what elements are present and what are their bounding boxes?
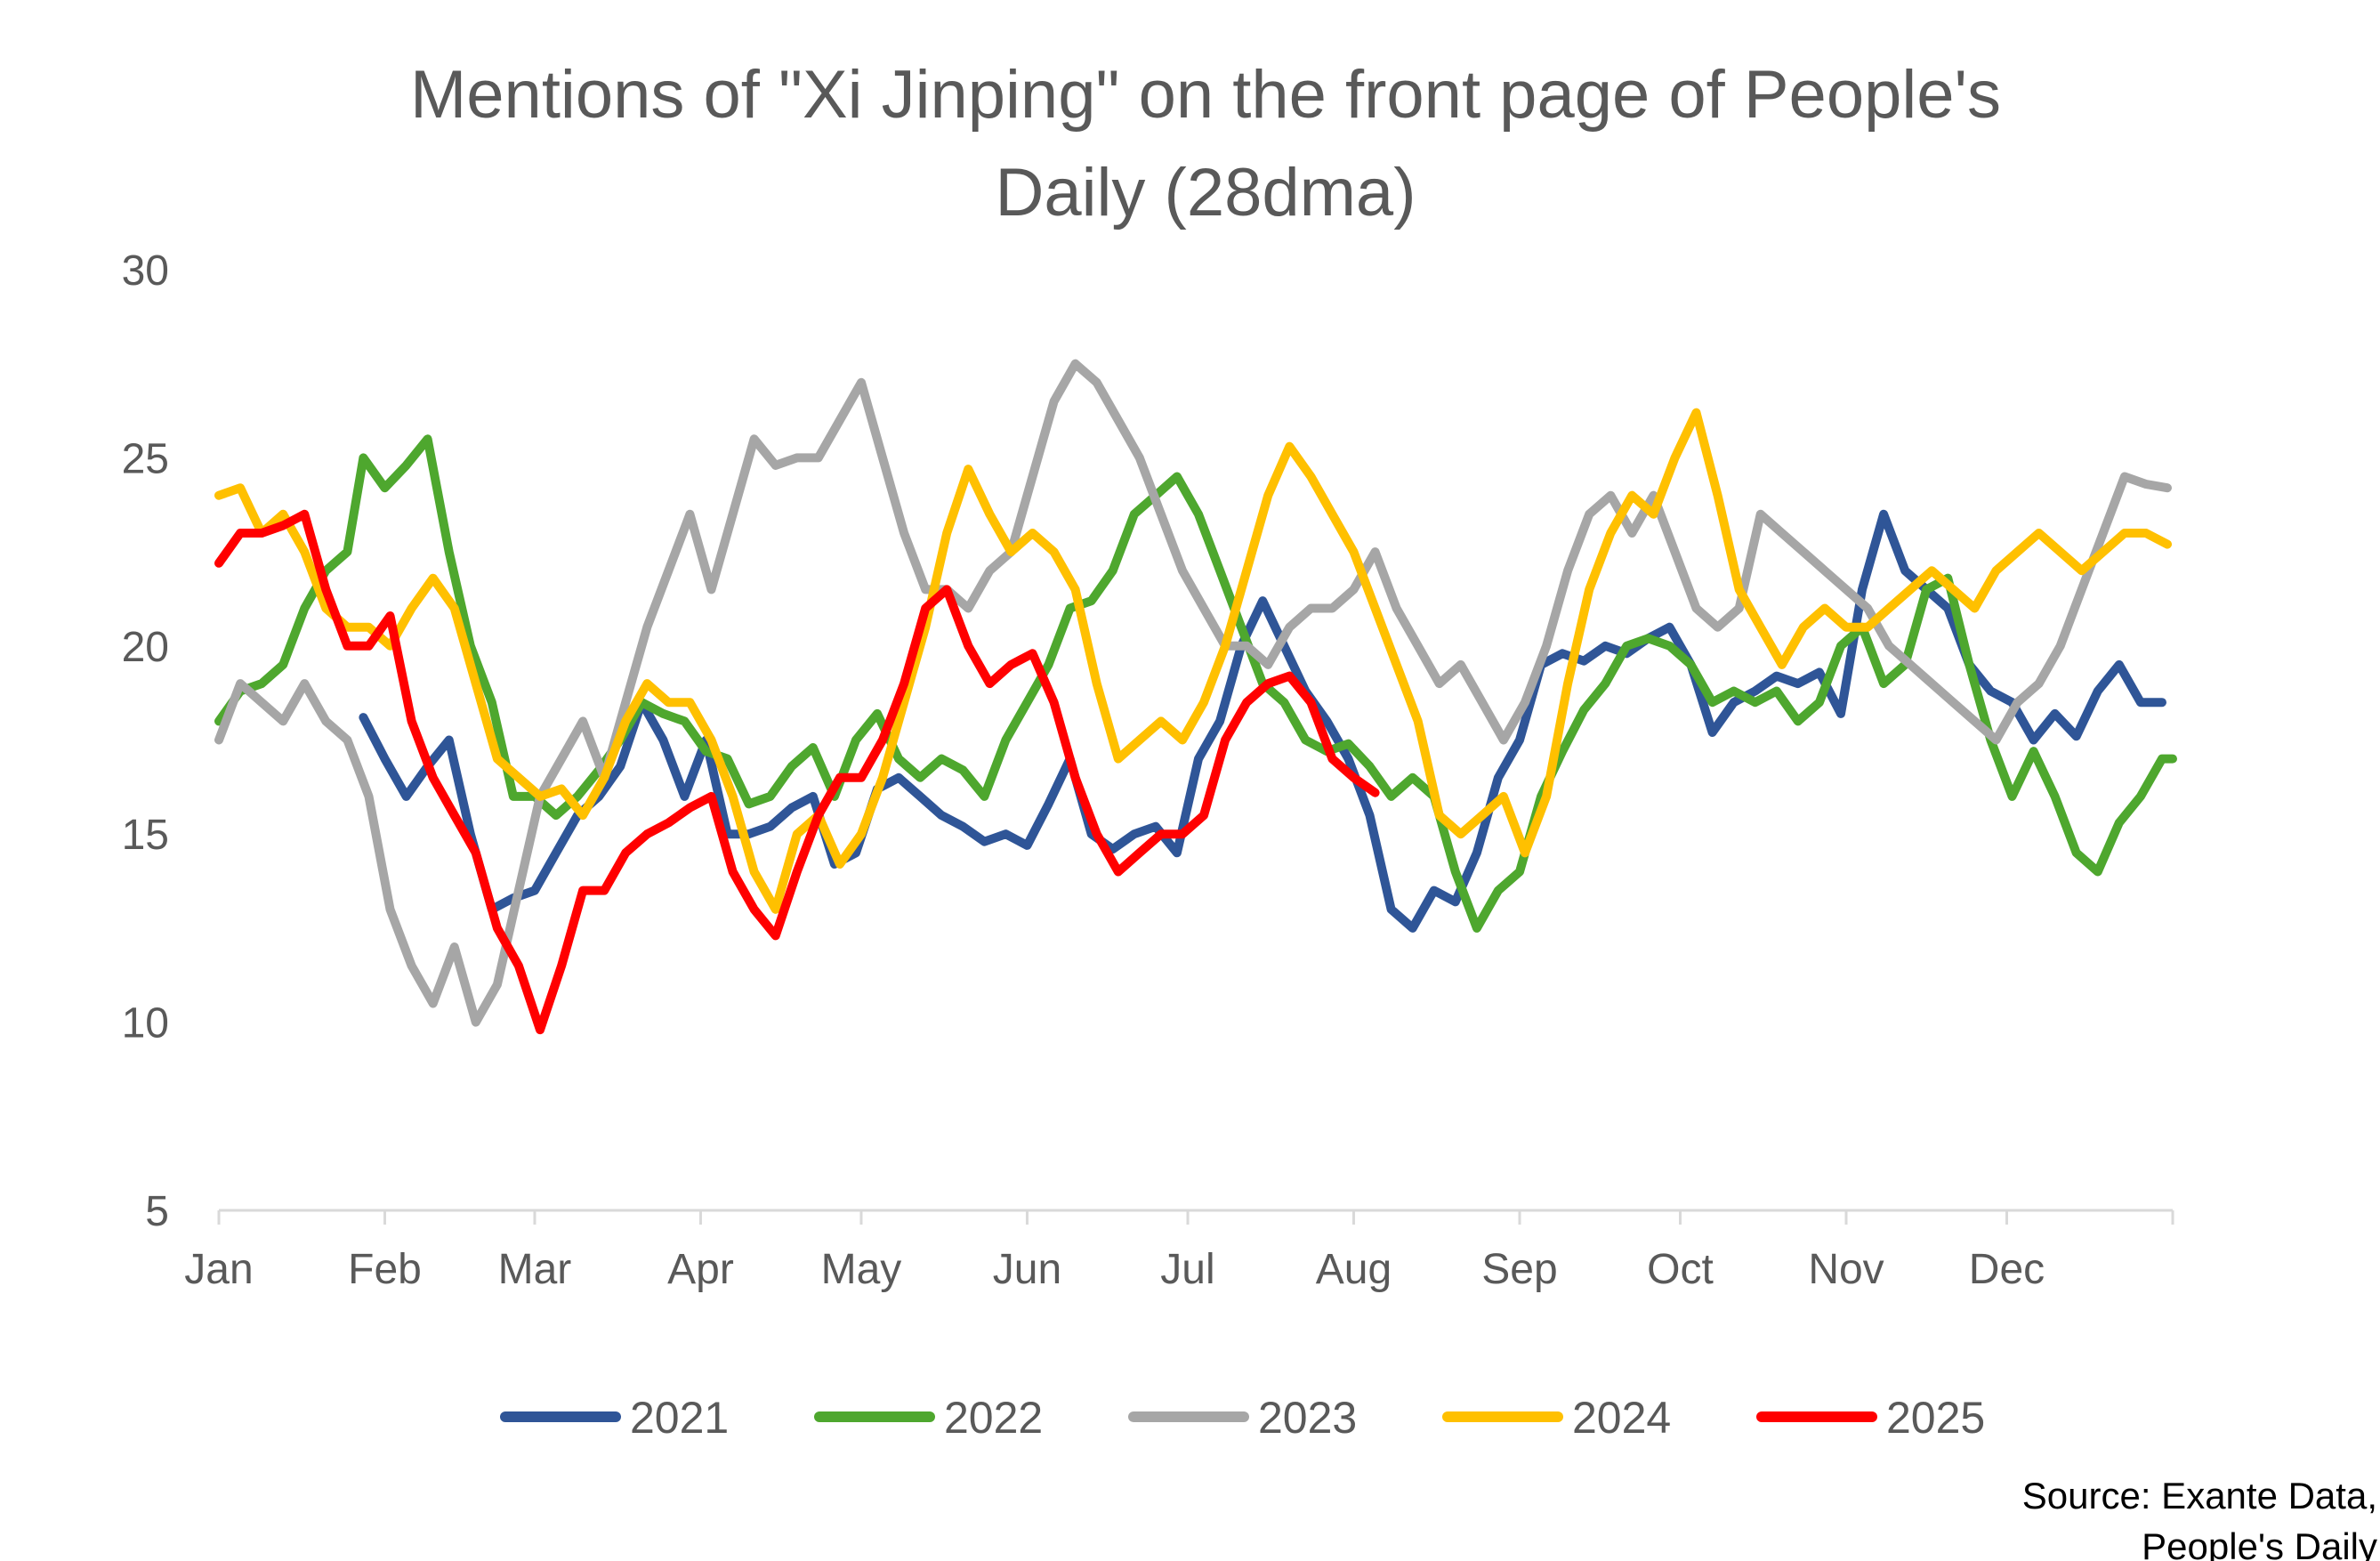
legend-label-2023: 2023 — [1258, 1393, 1357, 1443]
series-line-2023 — [214, 359, 2172, 1027]
x-tick-label: Aug — [1316, 1246, 1392, 1293]
y-tick-label: 15 — [122, 812, 169, 859]
x-tick-label: Jun — [993, 1246, 1061, 1293]
x-tick-label: Apr — [667, 1246, 734, 1293]
chart-title-line1: Mentions of "Xi Jinping" on the front pa… — [410, 57, 2001, 133]
legend-label-2021: 2021 — [630, 1393, 729, 1443]
x-tick-label: Dec — [1969, 1246, 2045, 1293]
series-line-2021 — [359, 509, 2166, 933]
x-tick-label: Jan — [184, 1246, 253, 1293]
legend-label-2022: 2022 — [944, 1393, 1043, 1443]
y-tick-label: 5 — [145, 1188, 169, 1235]
plot-area — [214, 359, 2177, 1035]
y-tick-label: 20 — [122, 624, 169, 671]
source-line1: Source: Exante Data, — [2022, 1475, 2377, 1517]
legend: 2021 2022 2023 2024 2025 — [500, 1393, 1985, 1443]
x-axis: Jan Feb Mar Apr May Jun Jul Aug Sep Oct Nov Dec — [184, 1209, 2174, 1293]
x-tick-label: Nov — [1808, 1246, 1884, 1293]
x-tick-label: May — [821, 1246, 902, 1293]
x-tick-label: Feb — [348, 1246, 422, 1293]
x-tick-label: Sep — [1481, 1246, 1557, 1293]
x-tick-label: Jul — [1160, 1246, 1214, 1293]
y-tick-label: 25 — [122, 435, 169, 482]
y-tick-label: 10 — [122, 1000, 169, 1047]
y-axis: 5 10 15 20 25 30 — [122, 247, 169, 1235]
chart-title-line2: Daily (28dma) — [995, 155, 1416, 231]
legend-label-2025: 2025 — [1886, 1393, 1985, 1443]
source-line2: People's Daily — [2142, 1525, 2377, 1561]
legend-label-2024: 2024 — [1572, 1393, 1671, 1443]
x-tick-label: Oct — [1647, 1246, 1714, 1293]
series-line-2024 — [214, 408, 2172, 914]
x-tick-label: Mar — [498, 1246, 572, 1293]
y-tick-label: 30 — [122, 247, 169, 295]
series-line-2025 — [214, 509, 1380, 1035]
